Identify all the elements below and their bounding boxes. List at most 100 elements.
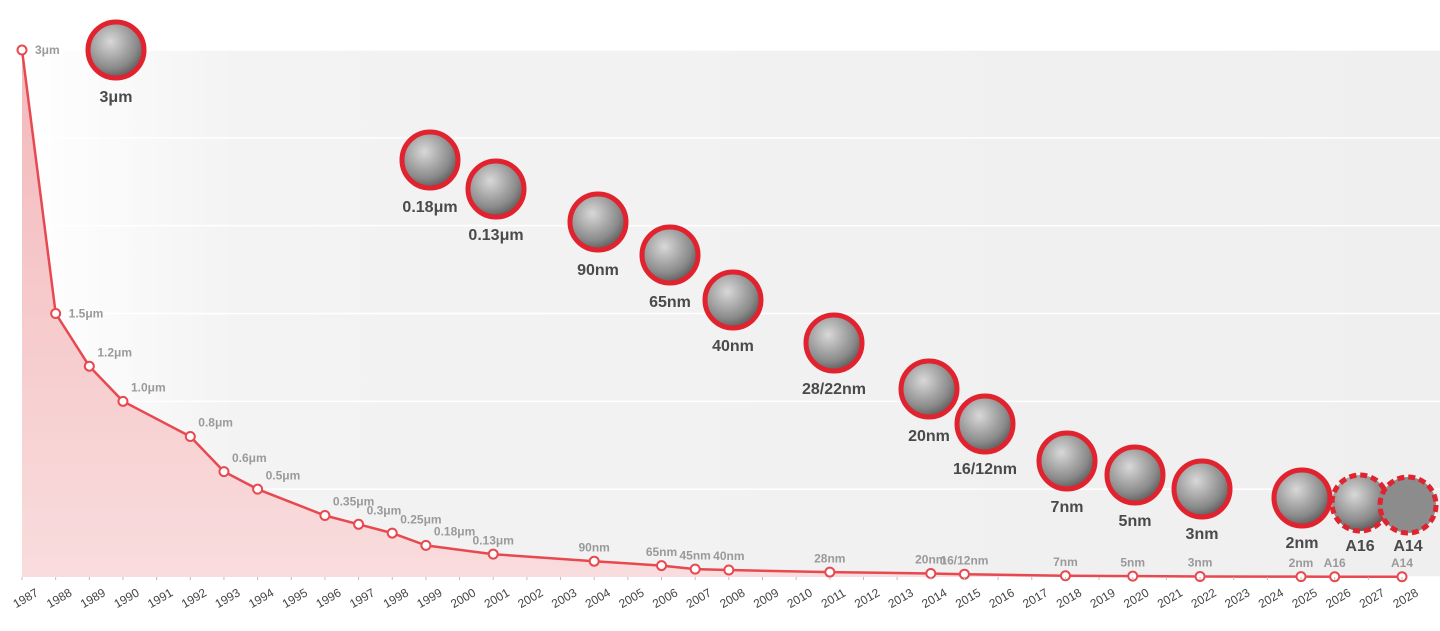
node-label: 0.13μm xyxy=(468,227,523,244)
x-tick-label: 2005 xyxy=(616,585,646,611)
node-image xyxy=(954,393,1016,455)
x-tick-label: 1998 xyxy=(381,585,411,611)
point-label: 2nm xyxy=(1289,556,1314,570)
point xyxy=(656,560,668,572)
node-label: 16/12nm xyxy=(953,461,1017,478)
x-tick-label: 2022 xyxy=(1189,585,1219,611)
x-tick-label: 2011 xyxy=(819,586,849,611)
point-label: 0.6μm xyxy=(232,451,267,465)
point-label: 0.25μm xyxy=(400,512,441,526)
x-tick-label: 2015 xyxy=(953,585,983,611)
point xyxy=(1059,570,1071,582)
point-label: 0.13μm xyxy=(473,533,514,547)
point xyxy=(1295,571,1307,583)
node-label: A16 xyxy=(1345,538,1374,555)
x-tick-label: 1992 xyxy=(179,585,209,611)
point-label: 1.0μm xyxy=(131,381,166,395)
x-tick-label: 2007 xyxy=(684,585,714,611)
point xyxy=(184,430,196,442)
x-tick-label: 2023 xyxy=(1222,585,1252,611)
point-label: 20nm xyxy=(915,553,946,567)
node-label: 7nm xyxy=(1051,499,1084,516)
point xyxy=(117,395,129,407)
point xyxy=(925,567,937,579)
x-tick-label: 1991 xyxy=(145,585,175,611)
x-tick-label: 2004 xyxy=(583,585,613,611)
x-tick-label: 2028 xyxy=(1391,585,1421,611)
x-tick-label: 2012 xyxy=(852,585,882,611)
node-image xyxy=(639,224,701,286)
point xyxy=(723,564,735,576)
x-tick-label: 2008 xyxy=(717,585,747,611)
point xyxy=(824,566,836,578)
point-label: 0.18μm xyxy=(434,525,475,539)
point xyxy=(1329,571,1341,583)
point xyxy=(1194,570,1206,582)
point xyxy=(1127,570,1139,582)
node-label: 2nm xyxy=(1286,535,1319,552)
x-tick-label: 2009 xyxy=(751,585,781,611)
point-label: 16/12nm xyxy=(940,553,988,567)
node-label: 20nm xyxy=(908,428,950,445)
x-tick-label: 2003 xyxy=(549,585,579,611)
node-label: 5nm xyxy=(1119,513,1152,530)
x-tick-label: 2016 xyxy=(987,585,1017,611)
point xyxy=(386,527,398,539)
x-tick-label: 2026 xyxy=(1323,585,1353,611)
x-tick-label: 2018 xyxy=(1054,585,1084,611)
x-tick-label: 2013 xyxy=(886,585,916,611)
point-label: 7nm xyxy=(1053,555,1078,569)
point-label: A16 xyxy=(1324,556,1346,570)
x-tick-label: 1994 xyxy=(246,585,276,611)
node-label: 3μm xyxy=(100,89,133,106)
node-image xyxy=(803,312,865,374)
point xyxy=(487,548,499,560)
point xyxy=(252,483,264,495)
point-label: 1.5μm xyxy=(69,307,104,321)
node-label: 40nm xyxy=(712,338,754,355)
node-image xyxy=(1036,430,1098,492)
x-tick-label: 1999 xyxy=(414,585,444,611)
point-label: 0.3μm xyxy=(367,503,402,517)
node-image xyxy=(399,129,461,191)
x-tick-label: 1989 xyxy=(78,585,108,611)
point-label: 90nm xyxy=(579,540,610,554)
x-tick-label: 1997 xyxy=(347,585,377,611)
point xyxy=(218,466,230,478)
node-image xyxy=(1171,458,1233,520)
x-tick-label: 2025 xyxy=(1290,585,1320,611)
point-label: 0.35μm xyxy=(333,495,374,509)
point xyxy=(420,539,432,551)
x-tick-label: 2020 xyxy=(1121,585,1151,611)
point xyxy=(83,360,95,372)
x-tick-label: 1988 xyxy=(44,585,74,611)
point xyxy=(319,510,331,522)
point-label: 0.5μm xyxy=(266,468,301,482)
node-image xyxy=(567,191,629,253)
x-tick-label: 2000 xyxy=(448,585,478,611)
area xyxy=(22,50,1402,577)
point-label: 28nm xyxy=(814,551,845,565)
x-tick-label: 2024 xyxy=(1256,585,1286,611)
x-tick-label: 2001 xyxy=(482,585,512,611)
node-image xyxy=(1271,467,1333,529)
x-tick-label: 1993 xyxy=(212,585,242,611)
point-label: 0.8μm xyxy=(198,416,233,430)
x-tick-label: 2021 xyxy=(1155,585,1185,611)
x-tick-label: 1987 xyxy=(11,585,41,611)
point xyxy=(588,555,600,567)
point xyxy=(16,44,28,56)
point-label: 3nm xyxy=(1188,556,1213,570)
point-label: A14 xyxy=(1391,556,1413,570)
point xyxy=(353,518,365,530)
node-label: 28/22nm xyxy=(802,381,866,398)
x-tick-label: 2006 xyxy=(650,585,680,611)
x-tick-label: 2010 xyxy=(785,585,815,611)
point-label: 5nm xyxy=(1120,555,1145,569)
point-label: 65nm xyxy=(646,545,677,559)
point-label: 1.2μm xyxy=(97,345,132,359)
x-tick-label: 2014 xyxy=(919,585,949,611)
point xyxy=(689,563,701,575)
x-tick-label: 1995 xyxy=(280,585,310,611)
